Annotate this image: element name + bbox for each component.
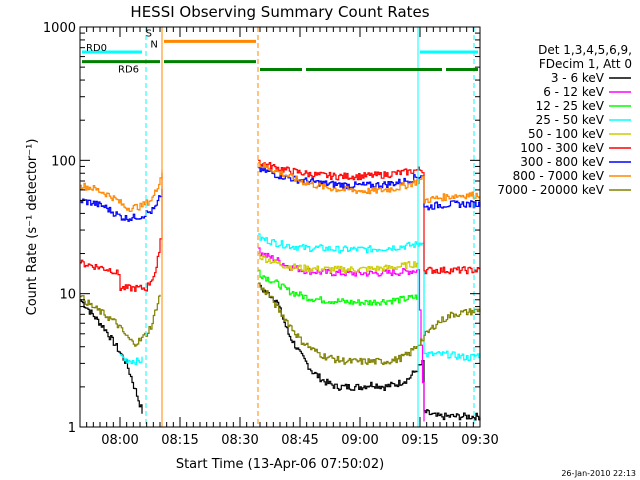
axes-layer: 1 10 100 1000 08:00 08:15 08:30 08:45 09:00 09:15… <box>43 21 499 448</box>
legend-label-6: 300 - 800 keV <box>520 155 604 169</box>
plot-layer: RD0 RD6 SN <box>80 27 481 427</box>
y-tick-label-0: 1 <box>68 421 76 436</box>
series-line-5 <box>80 159 481 292</box>
x-tick-label-5: 09:15 <box>401 433 438 448</box>
legend-title-line-2: FDecim 1, Att 0 <box>539 57 632 71</box>
legend-label-8: 7000 - 20000 keV <box>497 183 604 197</box>
legend-label-5: 100 - 300 keV <box>520 141 604 155</box>
series-line-6 <box>80 166 481 222</box>
series-line-3 <box>120 233 481 366</box>
series-line-2 <box>258 269 419 306</box>
state-flag-1: N <box>150 40 157 51</box>
legend-title-line-1: Det 1,3,4,5,6,9, <box>538 43 632 57</box>
legend: Det 1,3,4,5,6,9, FDecim 1, Att 0 3 - 6 k… <box>497 43 632 197</box>
series-line-1 <box>258 247 425 422</box>
x-tick-label-1: 08:15 <box>161 433 198 448</box>
x-tick-label-6: 09:30 <box>461 433 498 448</box>
state-bar-label-0: RD0 <box>86 43 107 54</box>
x-axis-label: Start Time (13-Apr-06 07:50:02) <box>176 457 384 472</box>
legend-label-4: 50 - 100 keV <box>528 127 605 141</box>
x-tick-label-0: 08:00 <box>101 433 138 448</box>
state-bar-label-1: RD6 <box>118 65 139 76</box>
state-flag-0: S <box>146 28 152 39</box>
y-axis-label: Count Rate (s⁻¹ detector⁻¹) <box>25 139 40 316</box>
y-tick-label-2: 100 <box>51 154 76 169</box>
x-tick-label-3: 08:45 <box>281 433 318 448</box>
series-line-7 <box>80 162 481 212</box>
series-line-8 <box>80 282 481 365</box>
legend-label-7: 800 - 7000 keV <box>513 169 605 183</box>
legend-label-1: 6 - 12 keV <box>543 85 605 99</box>
series-line-0 <box>80 282 481 421</box>
legend-label-2: 12 - 25 keV <box>536 99 605 113</box>
chart-title: HESSI Observing Summary Count Rates <box>130 3 429 21</box>
legend-label-0: 3 - 6 keV <box>551 71 605 85</box>
plot-timestamp: 26-Jan-2010 22:13 <box>561 469 636 478</box>
x-tick-label-4: 09:00 <box>341 433 378 448</box>
y-tick-label-1: 10 <box>59 288 76 303</box>
x-tick-label-2: 08:30 <box>221 433 258 448</box>
y-tick-label-3: 1000 <box>43 21 76 36</box>
legend-label-3: 25 - 50 keV <box>536 113 605 127</box>
series-line-4 <box>258 252 419 274</box>
